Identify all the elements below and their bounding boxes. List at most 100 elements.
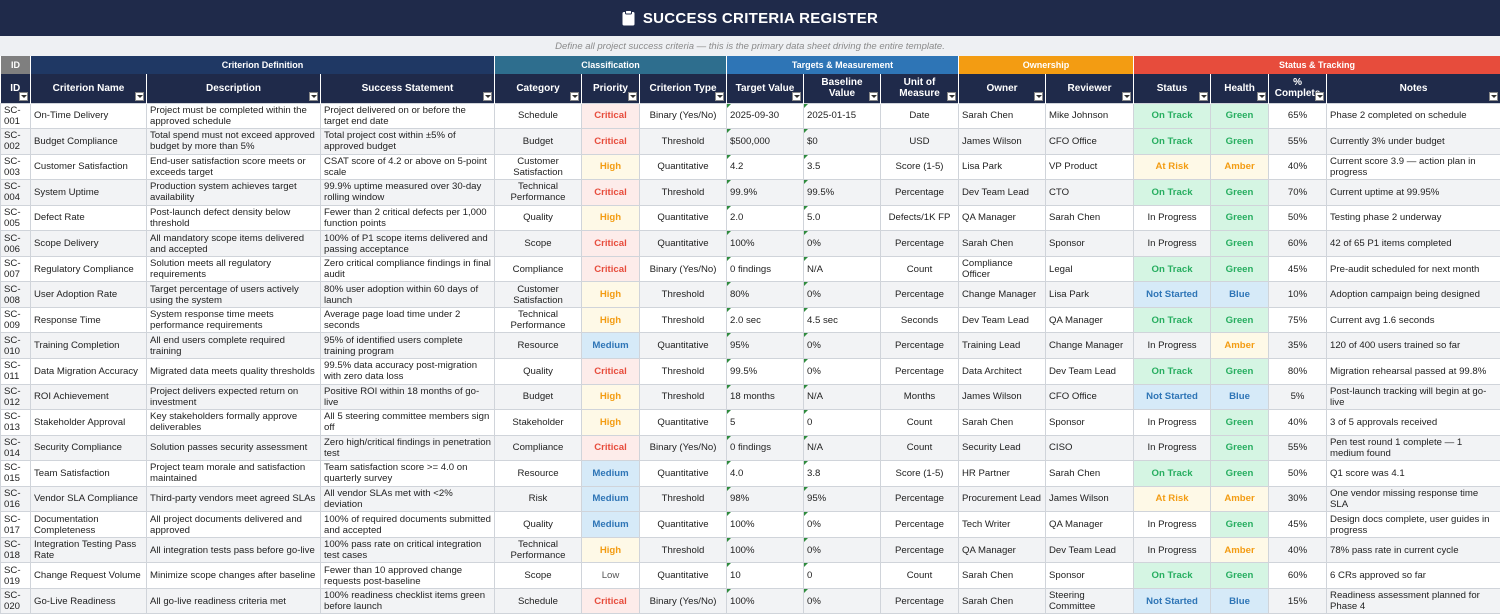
cell: Threshold bbox=[639, 306, 727, 334]
cell: Project delivers expected return on inve… bbox=[146, 383, 321, 411]
cell: Threshold bbox=[639, 179, 727, 206]
group-header: ID bbox=[0, 56, 31, 74]
cell: Dev Team Lead bbox=[1044, 357, 1135, 385]
cell: Customer Satisfaction bbox=[494, 153, 582, 181]
cell: 100% bbox=[726, 511, 804, 538]
filter-button[interactable] bbox=[483, 91, 492, 101]
cell: Quantitative bbox=[639, 409, 727, 436]
cell: Percentage bbox=[880, 357, 959, 385]
cell: SC-018 bbox=[0, 536, 31, 564]
data-row: SC-015 Team Satisfaction Project team mora… bbox=[0, 460, 1500, 487]
cell: Amber bbox=[1210, 332, 1270, 359]
cell: Steering Committee bbox=[1044, 587, 1135, 614]
filter-button[interactable] bbox=[135, 91, 144, 101]
cell: All mandatory scope items delivered and … bbox=[146, 230, 321, 257]
cell: Current score 3.9 — action plan in progr… bbox=[1326, 153, 1500, 181]
cell: On Track bbox=[1133, 128, 1212, 155]
cell: 120 of 400 users trained so far bbox=[1326, 332, 1500, 359]
filter-button[interactable] bbox=[947, 91, 956, 101]
cell: In Progress bbox=[1133, 536, 1212, 564]
column-label: Reviewer bbox=[1067, 82, 1112, 94]
cell: Medium bbox=[581, 460, 640, 487]
cell: Solution meets all regulatory requiremen… bbox=[146, 255, 321, 283]
filter-button[interactable] bbox=[19, 91, 28, 101]
cell: Critical bbox=[581, 587, 640, 614]
cell: Integration Testing Pass Rate bbox=[30, 536, 147, 564]
cell: 100% readiness checklist items green bef… bbox=[320, 587, 495, 614]
cell: 65% bbox=[1268, 102, 1328, 130]
cell: 45% bbox=[1268, 511, 1328, 538]
cell: Quantitative bbox=[639, 230, 727, 257]
cell: 100% of required documents submitted and… bbox=[320, 511, 495, 538]
cell: 0 bbox=[803, 409, 881, 436]
cell: 95% of identified users complete trainin… bbox=[320, 332, 495, 359]
filter-button[interactable] bbox=[869, 91, 878, 101]
cell: Customer Satisfaction bbox=[494, 281, 582, 308]
column-label: Success Statement bbox=[361, 82, 454, 94]
column-label: Baseline Value bbox=[821, 77, 863, 100]
filter-button[interactable] bbox=[715, 91, 724, 101]
filter-button[interactable] bbox=[1257, 91, 1267, 101]
cell: 99.5% data accuracy post-migration with … bbox=[320, 357, 495, 385]
filter-button[interactable] bbox=[1315, 91, 1325, 101]
group-header: Ownership bbox=[957, 56, 1135, 74]
cell: James Wilson bbox=[958, 128, 1046, 155]
filter-button[interactable] bbox=[570, 91, 579, 101]
cell: CISO bbox=[1044, 434, 1135, 462]
cell: Quantitative bbox=[639, 511, 727, 538]
cell: CTO bbox=[1044, 179, 1135, 206]
cell: On Track bbox=[1133, 357, 1212, 385]
cell: 40% bbox=[1268, 409, 1328, 436]
cell: SC-009 bbox=[0, 306, 31, 334]
cell: Testing phase 2 underway bbox=[1326, 204, 1500, 232]
cell: Lisa Park bbox=[958, 153, 1046, 181]
cell: 100% of P1 scope items delivered and pas… bbox=[320, 230, 495, 257]
cell: Green bbox=[1210, 357, 1270, 385]
cell: 0% bbox=[803, 587, 881, 614]
filter-button[interactable] bbox=[1034, 91, 1043, 101]
filter-button[interactable] bbox=[792, 91, 801, 101]
cell: All integration tests pass before go-liv… bbox=[146, 536, 321, 564]
group-header: Targets & Measurement bbox=[726, 56, 959, 74]
cell: Count bbox=[880, 409, 959, 436]
cell: 0 bbox=[803, 562, 881, 589]
cell: Green bbox=[1210, 230, 1270, 257]
cell: Stakeholder Approval bbox=[30, 409, 147, 436]
cell: Sarah Chen bbox=[958, 587, 1046, 614]
column-header: Reviewer bbox=[1045, 74, 1135, 103]
cell: Green bbox=[1210, 102, 1270, 130]
subtitle: Define all project success criteria — th… bbox=[0, 36, 1500, 56]
data-row: SC-012 ROI Achievement Project delivers ex… bbox=[0, 383, 1500, 411]
filter-button[interactable] bbox=[1199, 91, 1209, 101]
cell: 5 bbox=[726, 409, 804, 436]
filter-button[interactable] bbox=[309, 91, 318, 101]
cell: Count bbox=[880, 562, 959, 589]
cell: Quantitative bbox=[639, 460, 727, 487]
cell: High bbox=[581, 204, 640, 232]
cell: Quality bbox=[494, 511, 582, 538]
cell: N/A bbox=[803, 255, 881, 283]
cell: Project must be completed within the app… bbox=[146, 102, 321, 130]
filter-button[interactable] bbox=[1489, 91, 1499, 101]
cell: 2.0 bbox=[726, 204, 804, 232]
cell: Blue bbox=[1210, 281, 1270, 308]
cell: Not Started bbox=[1133, 281, 1212, 308]
cell: Count bbox=[880, 434, 959, 462]
cell: Percentage bbox=[880, 485, 959, 513]
cell: Stakeholder bbox=[494, 409, 582, 436]
cell: On Track bbox=[1133, 179, 1212, 206]
cell: Amber bbox=[1210, 536, 1270, 564]
cell: Response Time bbox=[30, 306, 147, 334]
cell: Regulatory Compliance bbox=[30, 255, 147, 283]
cell: Sarah Chen bbox=[958, 409, 1046, 436]
cell: 40% bbox=[1268, 153, 1328, 181]
column-header: % Complete bbox=[1268, 74, 1328, 103]
filter-button[interactable] bbox=[1122, 91, 1132, 101]
cell: One vendor missing response time SLA bbox=[1326, 485, 1500, 513]
cell: In Progress bbox=[1133, 230, 1212, 257]
cell: Q1 score was 4.1 bbox=[1326, 460, 1500, 487]
filter-button[interactable] bbox=[628, 91, 637, 101]
cell: Pre-audit scheduled for next month bbox=[1326, 255, 1500, 283]
cell: 35% bbox=[1268, 332, 1328, 359]
cell: All 5 steering committee members sign of… bbox=[320, 409, 495, 436]
